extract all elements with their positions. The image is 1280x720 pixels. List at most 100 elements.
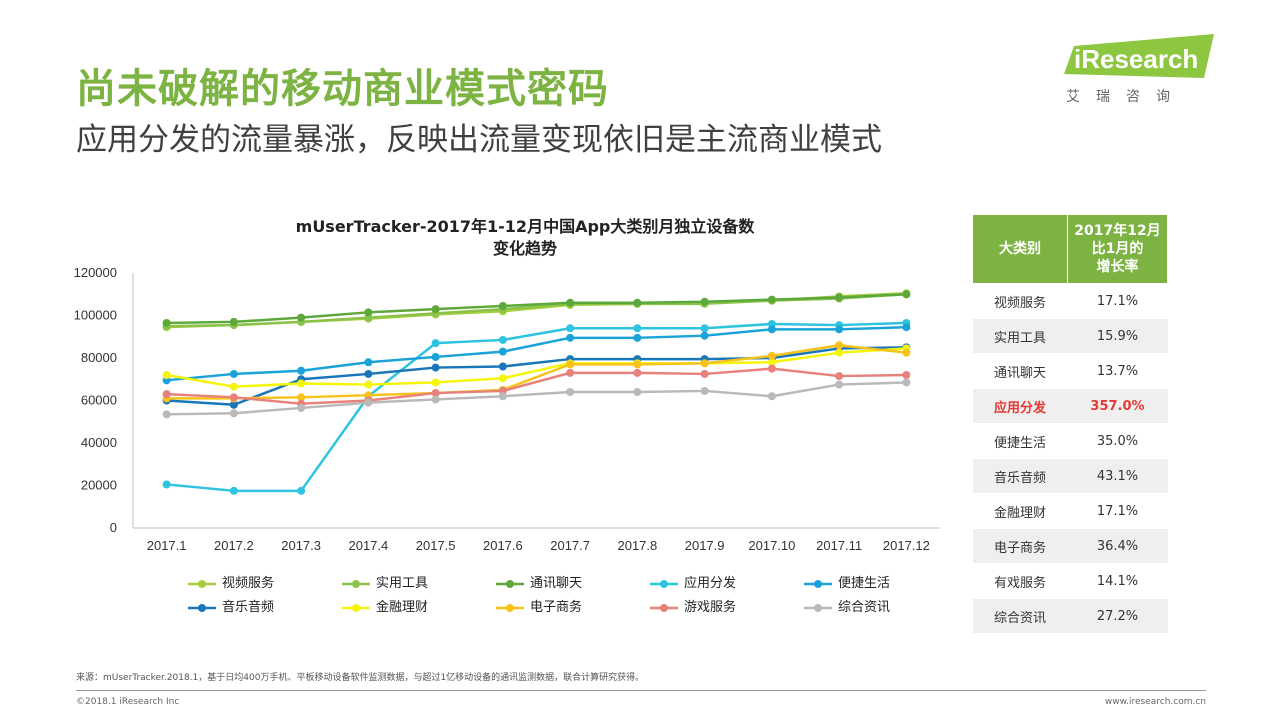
logo-text: iResearch [1074, 44, 1198, 74]
x-tick-label: 2017.12 [883, 538, 930, 553]
data-point [498, 347, 507, 356]
legend-marker [342, 580, 370, 588]
category-cell: 有戏服务 [972, 563, 1068, 599]
data-point [229, 369, 238, 378]
table-row: 通讯聊天 13.7% [972, 353, 1168, 389]
x-tick-label: 2017.6 [483, 538, 523, 553]
series-line-5 [166, 325, 907, 382]
growth-cell: 36.4% [1067, 528, 1168, 564]
y-tick-label: 40000 [81, 435, 117, 450]
data-point [297, 313, 306, 322]
legend-label: 金融理财 [376, 600, 429, 615]
x-tick-label: 2017.7 [550, 538, 590, 553]
data-point [498, 362, 507, 371]
footer-divider [76, 690, 1206, 691]
data-point [633, 298, 642, 307]
table-row: 有戏服务 14.1% [972, 563, 1168, 599]
category-cell: 通讯聊天 [972, 353, 1068, 389]
page-title: 尚未破解的移动商业模式密码 [76, 66, 609, 112]
website: www.iresearch.com.cn [1104, 697, 1206, 707]
growth-cell: 17.1% [1067, 283, 1168, 319]
category-cell: 综合资讯 [972, 598, 1068, 633]
data-point [297, 366, 306, 375]
category-cell: 视频服务 [972, 283, 1068, 319]
x-tick-label: 2017.10 [748, 538, 795, 553]
category-cell: 便捷生活 [972, 423, 1068, 459]
legend-label: 通讯聊天 [530, 576, 583, 591]
growth-cell: 27.2% [1067, 598, 1168, 633]
legend-label: 实用工具 [376, 576, 429, 591]
data-point [767, 325, 776, 334]
category-cell: 应用分发 [972, 388, 1068, 424]
x-tick-label: 2017.4 [348, 538, 388, 553]
data-point [767, 358, 776, 367]
data-point [431, 378, 440, 387]
data-point [835, 348, 844, 357]
data-point [229, 382, 238, 391]
legend-label: 应用分发 [684, 576, 737, 591]
category-cell: 音乐音频 [972, 458, 1068, 494]
y-tick-label: 0 [110, 520, 117, 535]
legend-marker [496, 604, 524, 612]
table-header-growth: 2017年12月 比1月的 增长率 [1067, 214, 1168, 284]
table-header-category: 大类别 [972, 214, 1068, 284]
data-point [902, 378, 911, 387]
category-cell: 金融理财 [972, 493, 1068, 529]
data-point [902, 323, 911, 332]
legend-label: 视频服务 [222, 576, 275, 591]
legend-marker [650, 580, 678, 588]
iresearch-logo: iResearch [1062, 30, 1222, 110]
growth-table: 大类别 2017年12月 比1月的 增长率 视频服务 17.1% 实用工具 15.9%… [972, 214, 1168, 633]
data-point [162, 318, 171, 327]
x-tick-label: 2017.1 [147, 538, 187, 553]
growth-cell: 35.0% [1067, 423, 1168, 459]
x-tick-label: 2017.3 [281, 538, 321, 553]
y-tick-label: 120000 [74, 265, 117, 280]
table-row: 便捷生活 35.0% [972, 423, 1168, 459]
legend-marker [804, 580, 832, 588]
series-line-10 [166, 381, 907, 416]
data-point [633, 388, 642, 396]
data-point [835, 380, 844, 389]
data-point [902, 348, 911, 357]
data-point [700, 331, 709, 340]
growth-cell: 43.1% [1067, 458, 1168, 494]
x-tick-label: 2017.5 [416, 538, 456, 553]
legend-marker [496, 580, 524, 588]
category-cell: 实用工具 [972, 318, 1068, 354]
data-point [902, 290, 911, 299]
data-point [498, 392, 507, 401]
growth-cell: 15.9% [1067, 318, 1168, 354]
data-point [431, 389, 440, 398]
page-subtitle: 应用分发的流量暴涨，反映出流量变现依旧是主流商业模式 [76, 122, 882, 158]
data-point [498, 374, 507, 383]
data-point [498, 301, 507, 310]
series-line-4 [166, 321, 907, 493]
legend-label: 综合资讯 [838, 600, 891, 615]
table-row: 金融理财 17.1% [972, 493, 1168, 529]
data-point [700, 369, 709, 378]
data-point [364, 380, 373, 389]
series-line-3 [166, 293, 907, 325]
data-point [700, 359, 709, 368]
series-line-7 [166, 347, 907, 388]
data-point [902, 371, 911, 379]
data-point [364, 398, 373, 407]
growth-cell: 14.1% [1067, 563, 1168, 599]
y-tick-label: 60000 [81, 393, 117, 408]
data-point [633, 333, 642, 342]
y-tick-label: 100000 [74, 308, 117, 323]
data-point [633, 360, 642, 369]
data-point [633, 368, 642, 377]
legend-marker [188, 604, 216, 612]
table-row: 实用工具 15.9% [972, 318, 1168, 354]
data-point [700, 297, 709, 306]
data-point [633, 324, 642, 333]
data-point [297, 393, 306, 402]
data-point [229, 317, 238, 326]
data-point [162, 390, 171, 399]
data-point [229, 400, 238, 409]
legend-label: 游戏服务 [684, 600, 737, 615]
growth-cell: 357.0% [1067, 388, 1168, 424]
data-point [364, 358, 373, 367]
